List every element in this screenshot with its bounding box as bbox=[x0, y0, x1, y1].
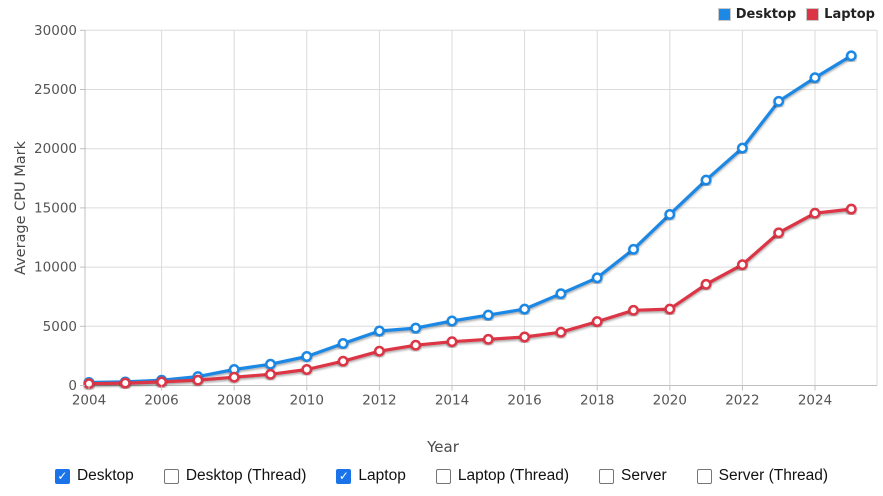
x-tick-label: 2018 bbox=[580, 393, 614, 409]
series-toggle-row: ✓ Desktop Desktop (Thread) ✓ Laptop Laptop (T… bbox=[0, 458, 883, 485]
x-tick-label: 2016 bbox=[507, 393, 541, 409]
data-point-desktop-2022[interactable] bbox=[736, 142, 748, 154]
checkbox-label: Laptop (Thread) bbox=[457, 467, 569, 484]
data-point-laptop-2025[interactable] bbox=[845, 203, 857, 215]
y-axis-title: Average CPU Mark bbox=[13, 140, 29, 275]
checkbox-checked-icon[interactable]: ✓ bbox=[54, 468, 70, 484]
data-point-desktop-2011[interactable] bbox=[337, 338, 349, 349]
data-point-laptop-2022[interactable] bbox=[736, 259, 748, 271]
data-point-desktop-2018[interactable] bbox=[591, 272, 603, 284]
y-tick-label: 0 bbox=[68, 378, 77, 394]
data-point-desktop-2015[interactable] bbox=[482, 309, 494, 321]
data-point-laptop-2013[interactable] bbox=[410, 339, 422, 351]
series-layer bbox=[83, 50, 857, 390]
chart-container: 0 5000 10000 15000 20000 25000 30000 2004 2006 20… bbox=[13, 7, 878, 456]
data-point-laptop-2019[interactable] bbox=[628, 304, 639, 316]
checkbox-checked-icon[interactable]: ✓ bbox=[336, 468, 352, 484]
checkbox-unchecked-icon[interactable] bbox=[163, 468, 179, 484]
data-point-desktop-2014[interactable] bbox=[446, 315, 458, 327]
series-line-laptop bbox=[87, 207, 853, 386]
legend-label: Desktop bbox=[735, 7, 797, 22]
line-chart: 0 5000 10000 15000 20000 25000 30000 2004 2006 20… bbox=[13, 23, 878, 456]
checkbox-unchecked-icon[interactable] bbox=[599, 468, 614, 484]
x-axis-title: Year bbox=[426, 438, 460, 456]
chart-legend: Desktop Laptop bbox=[717, 7, 875, 22]
x-tick-label: 2006 bbox=[144, 393, 178, 409]
data-point-laptop-2012[interactable] bbox=[373, 345, 385, 357]
data-point-desktop-2010[interactable] bbox=[301, 351, 313, 362]
data-point-laptop-2015[interactable] bbox=[482, 333, 494, 345]
data-point-laptop-2023[interactable] bbox=[773, 227, 785, 239]
legend-item-desktop[interactable]: Desktop bbox=[717, 7, 797, 22]
data-point-desktop-2019[interactable] bbox=[628, 243, 639, 255]
series-checkbox-laptop[interactable]: ✓ Laptop bbox=[336, 467, 406, 485]
legend-swatch-icon bbox=[806, 8, 820, 21]
data-point-laptop-2021[interactable] bbox=[700, 278, 712, 290]
checkbox-label: Desktop bbox=[76, 467, 134, 484]
y-tick-label: 20000 bbox=[34, 141, 77, 157]
data-point-desktop-2025[interactable] bbox=[845, 50, 857, 62]
series-checkbox-server-thread[interactable]: Server (Thread) bbox=[696, 467, 829, 485]
data-point-desktop-2024[interactable] bbox=[809, 72, 821, 84]
data-point-laptop-2017[interactable] bbox=[555, 326, 567, 338]
data-point-laptop-2009[interactable] bbox=[265, 368, 276, 380]
x-tick-label: 2014 bbox=[435, 393, 469, 409]
checkbox-unchecked-icon[interactable] bbox=[696, 468, 712, 484]
data-point-laptop-2007[interactable] bbox=[192, 374, 204, 386]
data-point-desktop-2013[interactable] bbox=[410, 322, 422, 334]
checkbox-label: Desktop (Thread) bbox=[185, 467, 307, 484]
x-tick-label: 2010 bbox=[290, 393, 324, 409]
legend-label: Laptop bbox=[824, 7, 875, 22]
checkbox-label: Laptop bbox=[358, 467, 406, 484]
y-tick-label: 30000 bbox=[34, 23, 77, 39]
x-tick-label: 2022 bbox=[725, 393, 759, 409]
checkbox-label: Server bbox=[621, 467, 667, 484]
checkbox-unchecked-icon[interactable] bbox=[435, 468, 451, 484]
series-checkbox-server[interactable]: Server bbox=[599, 467, 667, 485]
x-tick-label: 2012 bbox=[362, 393, 396, 409]
legend-item-laptop[interactable]: Laptop bbox=[806, 7, 875, 22]
y-tick-label: 25000 bbox=[34, 82, 77, 98]
series-checkbox-desktop[interactable]: ✓ Desktop bbox=[54, 467, 134, 485]
data-point-desktop-2020[interactable] bbox=[664, 208, 676, 220]
data-point-laptop-2006[interactable] bbox=[156, 376, 168, 388]
data-point-desktop-2017[interactable] bbox=[555, 288, 567, 300]
series-checkbox-desktop-thread[interactable]: Desktop (Thread) bbox=[163, 467, 307, 485]
data-point-laptop-2010[interactable] bbox=[301, 364, 313, 375]
data-point-laptop-2018[interactable] bbox=[591, 316, 603, 328]
data-point-desktop-2016[interactable] bbox=[519, 303, 531, 315]
data-point-desktop-2021[interactable] bbox=[700, 174, 712, 186]
data-point-laptop-2014[interactable] bbox=[446, 336, 458, 348]
data-point-desktop-2023[interactable] bbox=[773, 95, 785, 107]
x-tick-label: 2020 bbox=[653, 393, 687, 409]
data-point-laptop-2005[interactable] bbox=[119, 377, 131, 389]
data-point-laptop-2024[interactable] bbox=[809, 207, 821, 219]
data-point-laptop-2008[interactable] bbox=[228, 371, 240, 383]
data-point-laptop-2011[interactable] bbox=[337, 355, 349, 367]
tick-layer: 0 5000 10000 15000 20000 25000 30000 2004 2006 20… bbox=[34, 23, 832, 409]
y-tick-label: 10000 bbox=[34, 260, 77, 276]
x-tick-label: 2024 bbox=[798, 393, 832, 409]
series-line-desktop bbox=[87, 54, 853, 385]
data-point-laptop-2020[interactable] bbox=[664, 303, 676, 315]
legend-swatch-icon bbox=[717, 8, 731, 21]
y-tick-label: 15000 bbox=[34, 200, 77, 216]
y-tick-label: 5000 bbox=[43, 319, 77, 335]
grid-layer bbox=[84, 29, 878, 386]
data-point-desktop-2012[interactable] bbox=[373, 325, 385, 337]
x-tick-label: 2008 bbox=[217, 393, 251, 409]
checkbox-label: Server (Thread) bbox=[718, 467, 829, 484]
x-tick-label: 2004 bbox=[72, 393, 106, 409]
series-checkbox-laptop-thread[interactable]: Laptop (Thread) bbox=[435, 467, 569, 485]
data-point-desktop-2009[interactable] bbox=[265, 358, 276, 370]
data-point-laptop-2016[interactable] bbox=[519, 331, 531, 343]
